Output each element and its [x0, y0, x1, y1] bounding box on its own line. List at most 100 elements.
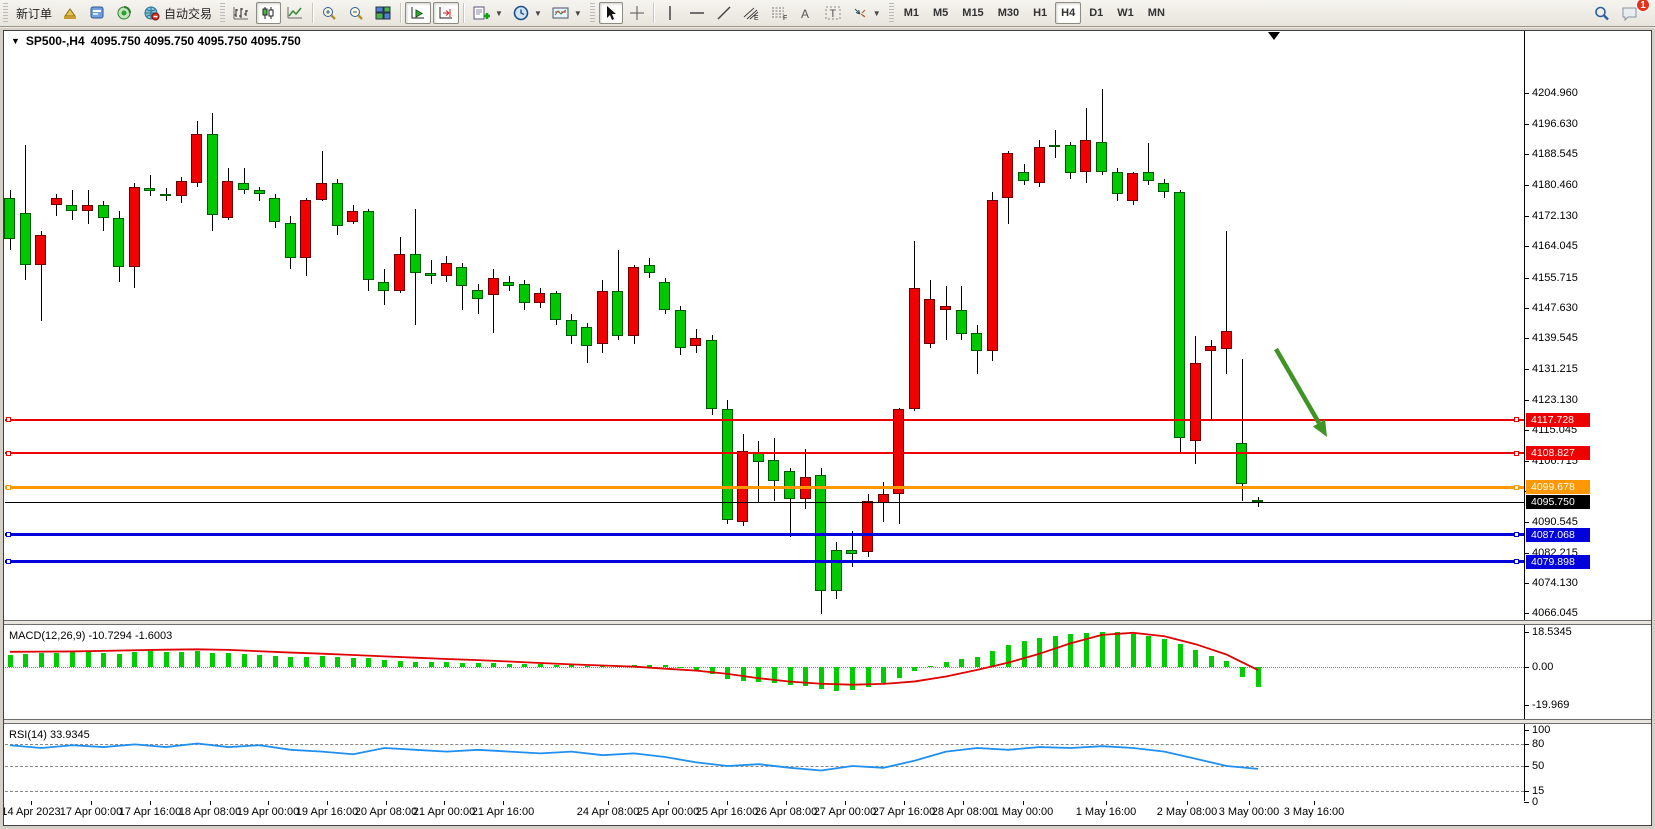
line-handle[interactable] — [6, 484, 11, 490]
price-level-line[interactable] — [5, 533, 1524, 537]
toolbar-grip[interactable] — [220, 3, 226, 23]
chat-button[interactable]: 1 — [1617, 0, 1650, 24]
data-window-button[interactable] — [85, 2, 110, 24]
candle — [1080, 139, 1092, 172]
candle — [160, 194, 171, 197]
cursor-tool-button[interactable] — [598, 2, 623, 24]
time-axis-label: 14 Apr 2023 — [3, 806, 61, 818]
macd-histogram-bar — [522, 664, 528, 667]
auto-scroll-button[interactable] — [405, 2, 432, 24]
trendline-tool-button[interactable] — [712, 2, 736, 24]
macd-histogram-bar — [116, 653, 122, 667]
line-handle[interactable] — [6, 532, 11, 538]
channel-tool-button[interactable]: E — [738, 2, 764, 24]
toolbar-grip[interactable] — [888, 3, 894, 23]
line-handle[interactable] — [6, 559, 11, 565]
tile-windows-button[interactable] — [371, 2, 396, 24]
toolbar-grip[interactable] — [589, 3, 595, 23]
chevron-down-icon: ▼ — [533, 8, 542, 18]
price-axis-label: 4196.630 — [1532, 118, 1578, 131]
text-tool-button[interactable]: A — [794, 2, 818, 24]
periods-button[interactable]: ▼ — [509, 2, 546, 24]
pane-splitter[interactable] — [4, 719, 1651, 724]
macd-histogram-bar — [1099, 631, 1105, 667]
price-axis-label: 4180.460 — [1532, 178, 1578, 191]
time-axis[interactable]: 14 Apr 2023 17 Apr 00:00 17 Apr 16:00 18 Ap… — [3, 801, 1651, 825]
fibonacci-tool-button[interactable]: F — [766, 2, 792, 24]
svg-text:A: A — [801, 7, 809, 21]
bar-chart-button[interactable] — [229, 2, 254, 24]
text-label-icon: T — [824, 5, 842, 21]
candle — [721, 409, 733, 520]
zoom-in-button[interactable] — [317, 2, 342, 24]
candle — [643, 265, 655, 273]
pane-splitter[interactable] — [4, 620, 1651, 625]
toolbar-grip[interactable] — [3, 3, 8, 23]
templates-button[interactable]: ▼ — [548, 2, 586, 24]
market-watch-button[interactable] — [58, 2, 83, 24]
add-indicator-button[interactable]: ▼ — [468, 2, 507, 24]
text-label-tool-button[interactable]: T — [820, 2, 846, 24]
periods-icon — [513, 5, 530, 21]
zoom-out-icon — [348, 5, 365, 21]
candle-wick — [1241, 358, 1243, 502]
price-level-badge: 4108.827 — [1526, 446, 1590, 461]
timeframe-mn[interactable]: MN — [1147, 7, 1165, 19]
chart-title-bar[interactable]: ▼ SP500-,H4 4095.750 4095.750 4095.750 4… — [11, 34, 301, 48]
candle — [893, 409, 905, 494]
line-handle[interactable] — [1514, 484, 1519, 490]
horizontal-line-tool-button[interactable] — [684, 2, 710, 24]
time-axis-tick — [786, 801, 787, 805]
timeframe-w1[interactable]: W1 — [1117, 7, 1134, 19]
timeframe-d1[interactable]: D1 — [1089, 7, 1104, 19]
macd-histogram-bar — [1037, 637, 1043, 667]
new-order-button[interactable]: 新订单 — [12, 2, 56, 24]
line-handle[interactable] — [6, 417, 11, 423]
line-chart-button[interactable] — [283, 2, 308, 24]
price-level-line[interactable] — [5, 452, 1524, 455]
candle — [1220, 330, 1232, 350]
price-level-line[interactable] — [5, 418, 1524, 421]
candlestick-chart-button[interactable] — [256, 2, 282, 24]
price-axis-tick — [1524, 429, 1529, 431]
line-handle[interactable] — [1514, 532, 1519, 538]
timeframe-m5[interactable]: M5 — [933, 7, 949, 19]
timeframe-m15[interactable]: M15 — [962, 7, 984, 19]
collapse-triangle-icon[interactable]: ▼ — [11, 36, 20, 46]
vertical-line-tool-button[interactable] — [658, 2, 682, 24]
candle — [238, 182, 249, 191]
macd-histogram-bar — [896, 667, 902, 679]
search-button[interactable] — [1589, 2, 1615, 24]
price-axis-label: 4115.045 — [1532, 423, 1578, 436]
navigator-button[interactable] — [112, 2, 137, 24]
timeframe-h1[interactable]: H1 — [1033, 7, 1048, 19]
price-level-badge: 4099.678 — [1526, 480, 1590, 495]
candle — [50, 197, 62, 206]
timeframe-m30[interactable]: M30 — [997, 7, 1020, 19]
candle — [1127, 173, 1139, 202]
price-axis-tick — [1524, 552, 1529, 554]
chart-shift-button[interactable] — [433, 2, 460, 24]
candle — [128, 186, 140, 268]
line-handle[interactable] — [6, 450, 11, 456]
price-level-line[interactable] — [5, 560, 1524, 564]
arrow-annotation[interactable] — [1274, 347, 1321, 425]
line-handle[interactable] — [1514, 559, 1519, 565]
price-axis-label: 4164.045 — [1532, 240, 1578, 253]
autotrading-button[interactable]: 自动交易 — [139, 2, 216, 24]
price-axis-tick — [1524, 338, 1529, 340]
price-level-line[interactable] — [5, 485, 1524, 489]
line-handle[interactable] — [1514, 417, 1519, 423]
line-handle[interactable] — [1514, 450, 1519, 456]
candle — [971, 332, 983, 352]
arrows-tool-button[interactable]: ▼ — [848, 2, 885, 24]
timeframe-m1[interactable]: M1 — [903, 7, 919, 19]
chart-client-area: ▼ SP500-,H4 4095.750 4095.750 4095.750 4… — [3, 30, 1652, 826]
timeframe-h4[interactable]: H4 — [1055, 2, 1082, 24]
zoom-out-button[interactable] — [344, 2, 369, 24]
macd-histogram-bar — [865, 667, 871, 687]
crosshair-tool-button[interactable] — [625, 2, 649, 24]
price-axis-tick — [1524, 307, 1529, 309]
macd-histogram-bar — [1083, 632, 1089, 667]
time-axis-tick — [904, 801, 905, 805]
